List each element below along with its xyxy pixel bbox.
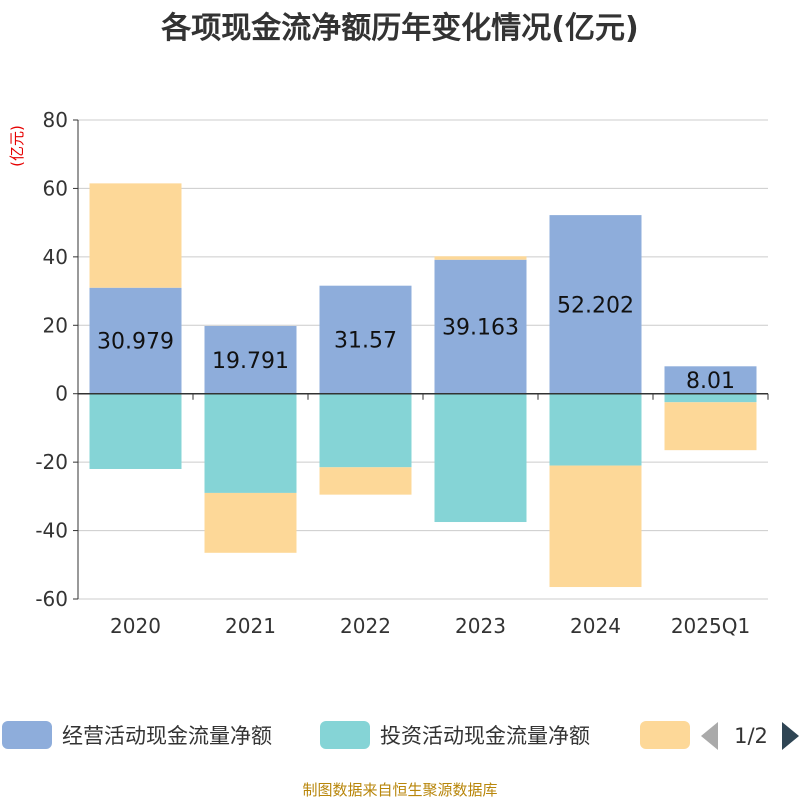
x-tick-label-2022: 2022 [340, 614, 391, 638]
bar-investing-2021 [204, 393, 297, 493]
legend-swatch-investing [320, 721, 370, 749]
bar-financing-2024 [549, 465, 642, 588]
x-tick-label-2024: 2024 [570, 614, 621, 638]
x-tick-label-2021: 2021 [225, 614, 276, 638]
data-label-2023: 39.163 [442, 316, 519, 341]
bar-financing-2021 [204, 492, 297, 553]
y-tick-label: -60 [35, 587, 68, 611]
bar-investing-2025Q1 [664, 393, 757, 403]
bar-investing-2022 [319, 393, 412, 468]
y-tick-label: 20 [43, 313, 68, 337]
y-tick-label: 40 [43, 245, 68, 269]
x-tick-label-2023: 2023 [455, 614, 506, 638]
bar-operating-2025Q1 [664, 366, 757, 394]
data-label-2022: 31.57 [334, 329, 397, 354]
legend[interactable]: 经营活动现金流量净额 投资活动现金流量净额 1/2 [2, 721, 799, 750]
legend-label-operating: 经营活动现金流量净额 [62, 724, 272, 748]
bar-financing-2025Q1 [664, 402, 757, 451]
bar-investing-2020 [89, 393, 182, 469]
axes: -60 -40 -20 0 20 40 60 80 2020 2021 2022 2023 2024 20… [35, 108, 769, 638]
y-tick-label: 60 [43, 176, 68, 200]
bar-investing-2024 [549, 393, 642, 466]
legend-swatch-operating [2, 721, 52, 749]
y-axis-unit-label: (亿元) [8, 125, 26, 167]
data-source-note: 制图数据来自恒生聚源数据库 [302, 781, 497, 799]
data-labels: 30.979 19.791 31.57 39.163 52.202 8.01 [97, 293, 735, 394]
data-label-2021: 19.791 [212, 349, 289, 374]
data-label-2020: 30.979 [97, 330, 174, 355]
y-tick-label: 0 [55, 382, 68, 406]
x-tick-label-2025Q1: 2025Q1 [671, 614, 750, 638]
x-tick-label-2020: 2020 [110, 614, 161, 638]
y-tick-label: -20 [35, 450, 68, 474]
bar-operating-2024 [549, 215, 642, 394]
data-label-2024: 52.202 [557, 293, 634, 318]
bar-operating-2022 [319, 285, 412, 394]
legend-prev-arrow-icon [701, 722, 718, 750]
bar-financing-2022 [319, 467, 412, 495]
grid-lines [78, 119, 768, 600]
bar-operating-2023 [434, 259, 527, 394]
chart-title: 各项现金流净额历年变化情况(亿元) [160, 11, 638, 46]
legend-label-investing: 投资活动现金流量净额 [380, 724, 590, 748]
bar-financing-2023 [434, 256, 527, 260]
bars [89, 183, 757, 588]
data-label-2025Q1: 8.01 [686, 369, 735, 394]
y-tick-label: 80 [43, 108, 68, 132]
legend-swatch-financing [640, 721, 690, 749]
legend-next-arrow-icon [782, 722, 799, 750]
y-tick-label: -40 [35, 519, 68, 543]
bar-operating-2021 [204, 326, 297, 394]
bar-operating-2020 [89, 287, 182, 394]
legend-page-indicator: 1/2 [734, 724, 768, 748]
bar-investing-2023 [434, 393, 527, 523]
bar-financing-2020 [89, 183, 182, 288]
